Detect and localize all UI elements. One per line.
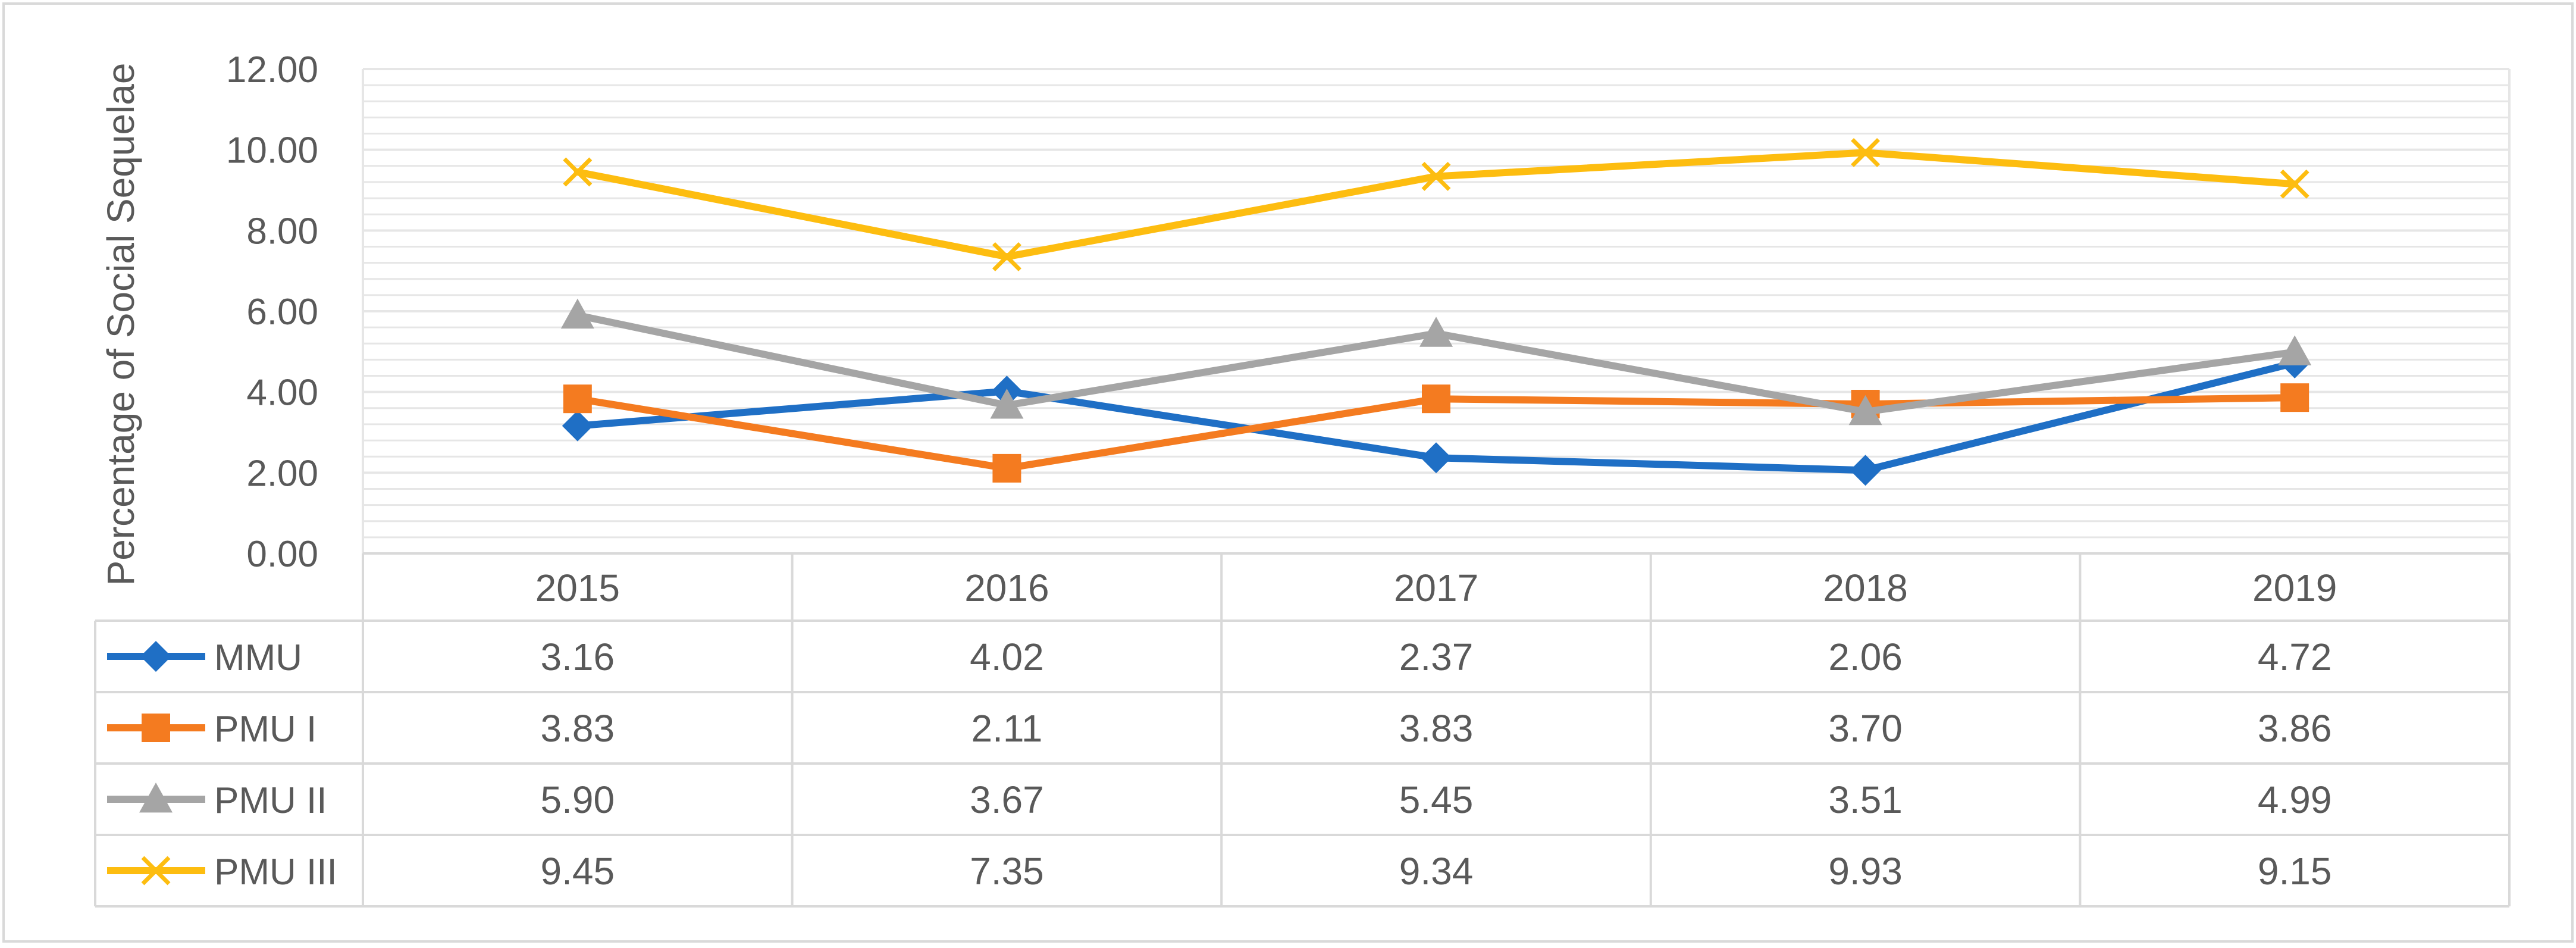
legend-series-name: PMU II	[214, 780, 327, 821]
data-point	[990, 389, 1024, 419]
data-table-cell: 3.51	[1828, 778, 1903, 821]
y-tick-label: 8.00	[246, 211, 318, 252]
data-table-cell: 2.11	[971, 707, 1042, 750]
data-table-cell: 9.93	[1828, 850, 1903, 893]
data-point-stroke	[992, 242, 1021, 271]
data-table-cell: 4.99	[2258, 778, 2332, 821]
legend-series-name: PMU I	[214, 709, 316, 750]
y-tick-label: 10.00	[226, 130, 318, 171]
series-pmu-ii	[560, 298, 2312, 425]
data-point	[2280, 169, 2309, 199]
data-point-stroke	[2280, 169, 2309, 199]
legend-key-marker	[140, 641, 171, 672]
data-table-cell: 4.72	[2258, 636, 2332, 678]
data-table-cell: 5.45	[1399, 778, 1474, 821]
data-point	[2278, 335, 2312, 365]
data-table-cell: 7.35	[970, 850, 1044, 893]
series-lines	[560, 137, 2312, 486]
legend-series-name: PMU III	[214, 852, 337, 893]
series-pmu-i	[563, 383, 2309, 483]
data-point	[562, 410, 593, 442]
y-tick-label: 0.00	[246, 534, 318, 575]
legend-key-marker	[141, 856, 171, 886]
data-point	[1422, 384, 1450, 414]
data-point	[563, 384, 592, 414]
data-table-cell: 9.45	[541, 850, 615, 893]
data-point-stroke	[563, 157, 593, 187]
data-table-cell: 3.70	[1828, 707, 1903, 750]
data-point	[1421, 442, 1452, 474]
series-pmu-iii	[563, 137, 2309, 271]
data-table-cell: 2.37	[1399, 636, 1474, 678]
data-table-cell: 3.83	[1399, 707, 1474, 750]
data-point	[992, 453, 1021, 483]
data-point	[560, 298, 594, 329]
data-point-stroke	[1851, 137, 1881, 167]
data-point-stroke	[1421, 161, 1451, 191]
data-table-cell: 9.34	[1399, 850, 1474, 893]
legend-key-marker	[139, 783, 173, 813]
x-tick-label: 2019	[2252, 567, 2337, 609]
y-tick-label: 4.00	[246, 373, 318, 414]
y-axis-ticks: 0.00 2.00 4.00 6.00 8.00 10.00 12.00	[226, 49, 318, 575]
data-table-cell: 3.67	[970, 778, 1044, 821]
x-tick-label: 2017	[1394, 567, 1478, 609]
y-tick-label: 2.00	[246, 453, 318, 494]
data-table-cell: 3.83	[541, 707, 615, 750]
data-point	[1419, 317, 1453, 347]
data-point	[1851, 137, 1881, 167]
x-tick-label: 2016	[964, 567, 1049, 609]
legend-series-name: MMU	[214, 637, 302, 678]
data-table-cell: 3.86	[2258, 707, 2332, 750]
data-table-cell: 9.15	[2258, 850, 2332, 893]
data-table-cell: 3.16	[541, 636, 615, 678]
data-point	[1848, 395, 1882, 425]
data-table: 2015 2016 2017 2018 2019 MMU 3.16 4.02 2.37 2.06 4…	[94, 552, 2511, 908]
y-tick-label: 6.00	[246, 292, 318, 333]
legend-key-marker	[142, 714, 170, 742]
x-tick-label: 2018	[1823, 567, 1907, 609]
data-point	[1850, 455, 1881, 486]
legend-key-marker-stroke	[141, 856, 171, 886]
x-tick-label: 2015	[535, 567, 620, 609]
data-point	[1421, 161, 1451, 191]
data-table-cell: 5.90	[541, 778, 615, 821]
data-table-cell: 2.06	[1828, 636, 1903, 678]
data-table-cell: 4.02	[970, 636, 1044, 678]
data-point	[2280, 383, 2309, 412]
y-axis-title: Percentage of Social Sequelae	[99, 63, 142, 586]
data-point	[992, 242, 1021, 271]
y-tick-label: 12.00	[226, 49, 318, 90]
data-point	[563, 157, 593, 187]
